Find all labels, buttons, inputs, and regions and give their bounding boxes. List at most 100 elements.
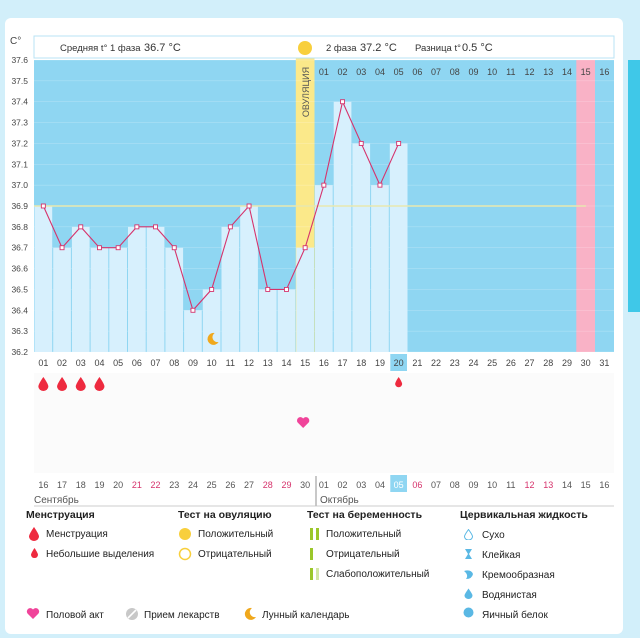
- date-label: 15: [581, 480, 591, 490]
- temperature-bar: [109, 247, 127, 352]
- date-label: 13: [543, 480, 553, 490]
- phase2-day-label: 06: [412, 67, 422, 77]
- phase2-day-label: 10: [487, 67, 497, 77]
- temperature-bar: [146, 226, 165, 352]
- spotting-drop-icon: [31, 548, 38, 558]
- cycle-day-label: 21: [412, 358, 422, 368]
- legend-ovulation-test-title: Тест на овуляцию: [178, 509, 272, 521]
- date-label: 29: [281, 480, 291, 490]
- y-tick-label: 37.0: [11, 180, 28, 190]
- date-label: 17: [57, 480, 67, 490]
- date-label: 22: [151, 480, 161, 490]
- cervical-sticky-icon: [465, 549, 472, 559]
- y-tick-label: 36.6: [11, 264, 28, 274]
- legend-medication: Прием лекарств: [144, 610, 220, 621]
- legend-cervical-eggwhite: Яичный белок: [482, 610, 548, 621]
- cycle-day-label: 29: [562, 358, 572, 368]
- cycle-day-label: 05: [113, 358, 123, 368]
- cycle-day-label: 23: [450, 358, 460, 368]
- temperature-bar: [34, 206, 53, 352]
- legend-moon-calendar: Лунный календарь: [262, 610, 350, 621]
- pregnancy-positive-icon: [310, 528, 319, 540]
- temperature-point: [171, 245, 177, 251]
- date-label: 21: [132, 480, 142, 490]
- phase2-day-label: 16: [599, 67, 609, 77]
- header-bar: [33, 35, 615, 59]
- cycle-day-label: 08: [169, 358, 179, 368]
- cervical-dry-icon: [464, 529, 473, 540]
- cycle-day-label: 02: [57, 358, 67, 368]
- cervical-creamy-icon: [464, 570, 473, 579]
- y-tick-label: 37.1: [11, 159, 28, 169]
- phase2-day-label: 03: [356, 67, 366, 77]
- temperature-point: [190, 307, 196, 313]
- phase2-day-label: 12: [525, 67, 535, 77]
- temperature-point: [153, 224, 159, 230]
- phase2-day-label: 01: [319, 67, 329, 77]
- y-tick-label: 37.3: [11, 118, 28, 128]
- ovulation-positive-icon: [179, 528, 191, 540]
- diff-value: 0.5 °C: [462, 42, 493, 54]
- y-tick-label: 36.5: [11, 284, 28, 294]
- date-label: 25: [207, 480, 217, 490]
- cycle-day-label: 14: [281, 358, 291, 368]
- cycle-day-label: 15: [300, 358, 310, 368]
- legend-pregnancy-negative: Отрицательный: [326, 549, 400, 560]
- phase1-value: 36.7 °C: [144, 42, 181, 54]
- temperature-point: [115, 245, 121, 251]
- cycle-day-label: 30: [581, 358, 591, 368]
- menstruation-drop-icon: [38, 377, 49, 392]
- legend-ovulation-positive: Положительный: [198, 529, 274, 540]
- y-tick-label: 36.4: [11, 305, 28, 315]
- date-label: 28: [263, 480, 273, 490]
- cycle-day-label: 07: [151, 358, 161, 368]
- legend-pregnancy-positive: Положительный: [326, 529, 402, 540]
- temperature-bar: [258, 289, 277, 352]
- temperature-bar: [352, 143, 371, 352]
- cycle-day-label: 18: [356, 358, 366, 368]
- date-label: 24: [188, 480, 198, 490]
- y-tick-label: 36.7: [11, 243, 28, 253]
- pregnancy-negative-icon: [310, 548, 313, 560]
- temperature-point: [302, 245, 308, 251]
- cycle-day-label: 26: [506, 358, 516, 368]
- moon-calendar-icon: [244, 607, 256, 620]
- temperature-point: [284, 286, 289, 292]
- phase2-label: 2 фаза: [326, 43, 357, 54]
- temperature-bar: [389, 143, 408, 352]
- cervical-eggwhite-icon: [463, 607, 474, 618]
- temperature-bar: [296, 247, 314, 352]
- date-label: 08: [450, 480, 460, 490]
- date-label: 16: [599, 480, 609, 490]
- medication-pill-icon: [126, 608, 138, 620]
- y-tick-label: 37.5: [11, 76, 28, 86]
- temperature-point: [265, 286, 271, 292]
- y-tick-label: 36.3: [11, 326, 28, 336]
- date-label: 20: [113, 480, 123, 490]
- legend-cervical-creamy: Кремообразная: [482, 570, 555, 581]
- legend-pregnancy-test-title: Тест на беременность: [307, 509, 423, 521]
- legend-cervical-dry: Сухо: [482, 530, 505, 541]
- legend-spotting: Небольшие выделения: [46, 549, 155, 560]
- pregnancy-faint-icon: [310, 568, 319, 580]
- month-label-october: Октябрь: [320, 494, 359, 506]
- side-panel-tab[interactable]: [628, 60, 640, 312]
- y-tick-label: 37.6: [11, 55, 28, 65]
- temperature-bar: [202, 289, 221, 352]
- date-label: 10: [487, 480, 497, 490]
- cycle-day-label: 10: [207, 358, 217, 368]
- phase2-day-label: 11: [506, 67, 515, 77]
- phase2-day-label: 13: [543, 67, 553, 77]
- legend-menstruation-title: Менструация: [26, 509, 95, 521]
- ovulation-sun-icon: [298, 41, 312, 55]
- menstruation-drop-icon: [94, 377, 105, 392]
- legend-menstruation: Менструация: [46, 529, 108, 540]
- temperature-point: [78, 224, 84, 230]
- cycle-day-label: 13: [263, 358, 273, 368]
- temperature-point: [396, 140, 402, 146]
- marker-area: [34, 373, 614, 473]
- temperature-bar: [71, 226, 90, 352]
- temperature-line: [42, 99, 400, 312]
- date-label: 27: [244, 480, 254, 490]
- intercourse-heart-icon: [26, 608, 40, 619]
